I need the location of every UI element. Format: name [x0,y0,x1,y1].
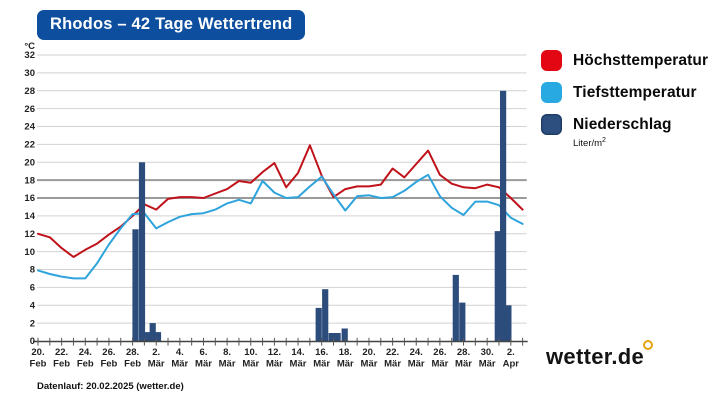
logo-text: wetter.de [546,344,645,369]
max-temp-label: Höchsttemperatur [573,51,709,69]
svg-text:10: 10 [24,247,35,258]
svg-text:28.: 28. [126,347,139,358]
svg-text:30: 30 [24,68,35,79]
svg-text:28.: 28. [457,347,470,358]
svg-text:4.: 4. [176,347,184,358]
svg-text:8: 8 [30,265,35,276]
svg-text:Mär: Mär [313,359,330,370]
min-temp-label: Tiefsttemperatur [573,83,697,101]
svg-text:14: 14 [24,211,35,222]
svg-text:0: 0 [30,336,35,347]
svg-text:16.: 16. [315,347,328,358]
svg-text:Mär: Mär [242,359,259,370]
svg-text:Feb: Feb [100,359,117,370]
svg-text:14.: 14. [291,347,304,358]
svg-text:Feb: Feb [124,359,141,370]
svg-text:12: 12 [24,229,35,240]
svg-text:Mär: Mär [195,359,212,370]
svg-text:20.: 20. [31,347,44,358]
svg-text:26.: 26. [433,347,446,358]
datenlauf-note: Datenlauf: 20.02.2025 (wetter.de) [37,381,184,392]
page-title: Rhodos – 42 Tage Wettertrend [50,15,293,33]
svg-text:2.: 2. [152,347,160,358]
legend-item-min-temp: Tiefsttemperatur [541,82,717,103]
svg-text:°C: °C [24,41,35,52]
svg-text:6: 6 [30,283,35,294]
precipitation-swatch [541,114,562,135]
svg-text:Feb: Feb [30,359,47,370]
svg-text:20: 20 [24,157,35,168]
legend-item-max-temp: Höchsttemperatur [541,50,717,71]
svg-text:2.: 2. [507,347,515,358]
title-badge: Rhodos – 42 Tage Wettertrend [37,10,306,40]
svg-text:Mär: Mär [219,359,236,370]
svg-text:18.: 18. [339,347,352,358]
svg-text:Apr: Apr [503,359,520,370]
svg-text:Mär: Mär [171,359,188,370]
max-temp-swatch [541,50,562,71]
svg-text:20.: 20. [362,347,375,358]
svg-text:Mär: Mär [408,359,425,370]
svg-text:24.: 24. [410,347,423,358]
svg-text:Mär: Mär [290,359,307,370]
svg-text:24.: 24. [79,347,92,358]
svg-text:32: 32 [24,50,35,61]
svg-text:Mär: Mär [431,359,448,370]
min-temp-swatch [541,82,562,103]
precipitation-label: Niederschlag [573,115,672,133]
svg-text:30.: 30. [481,347,494,358]
svg-text:22.: 22. [55,347,68,358]
svg-text:16: 16 [24,193,35,204]
svg-text:26: 26 [24,104,35,115]
svg-text:6.: 6. [200,347,208,358]
svg-text:22.: 22. [386,347,399,358]
legend-item-precipitation: Niederschlag [541,114,717,135]
svg-text:10.: 10. [244,347,257,358]
svg-text:Mär: Mär [361,359,378,370]
precipitation-unit: Liter/m2 [573,137,606,150]
svg-text:12.: 12. [268,347,281,358]
wetter-de-logo: wetter.de [546,340,654,370]
svg-text:Mär: Mär [266,359,283,370]
svg-text:2: 2 [30,318,35,329]
legend: Höchsttemperatur Tiefsttemperatur Nieder… [541,50,717,149]
svg-text:Mär: Mär [148,359,165,370]
svg-text:Feb: Feb [53,359,70,370]
svg-text:8.: 8. [223,347,231,358]
svg-text:Feb: Feb [77,359,94,370]
svg-text:4: 4 [30,300,36,311]
degree-ring-icon [643,340,654,350]
svg-text:26.: 26. [102,347,115,358]
svg-text:18: 18 [24,175,35,186]
svg-text:22: 22 [24,140,35,151]
svg-text:Mär: Mär [479,359,496,370]
svg-text:Mär: Mär [455,359,472,370]
svg-text:24: 24 [24,122,35,133]
svg-text:Mär: Mär [337,359,354,370]
svg-text:28: 28 [24,86,35,97]
svg-text:Mär: Mär [384,359,401,370]
